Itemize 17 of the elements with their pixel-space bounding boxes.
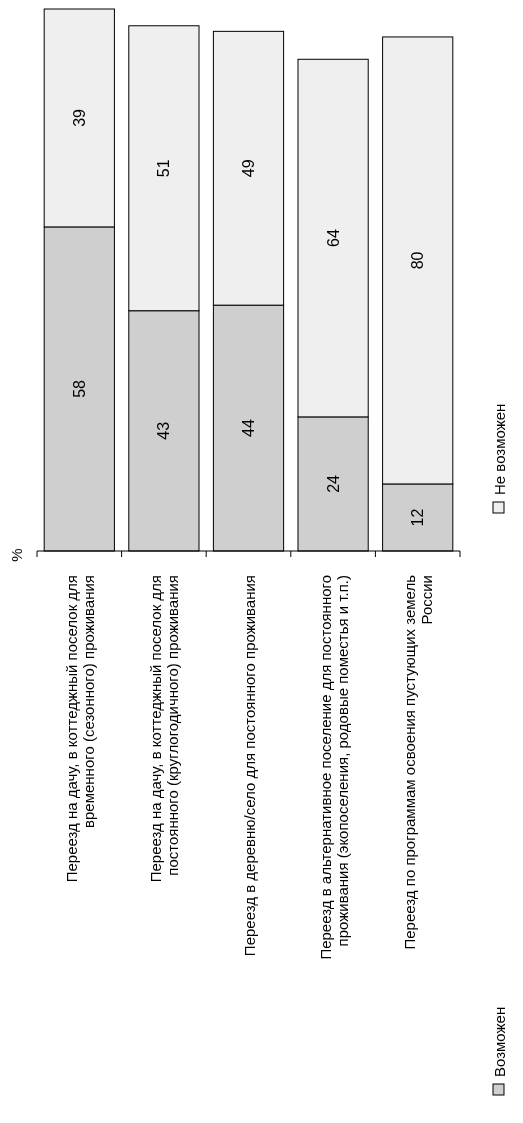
data-label: 51	[155, 159, 173, 178]
x-tick-label: Переезд по программам освоения пустующих земель России	[400, 574, 435, 950]
text: Возможен	[490, 1006, 508, 1077]
data-label: 43	[155, 421, 173, 440]
data-label: 44	[240, 419, 257, 437]
data-label: 80	[409, 251, 427, 270]
data-label: 64	[324, 229, 342, 247]
y-axis-title: %	[8, 548, 25, 562]
data-label: 39	[70, 108, 88, 127]
x-tick-label: Переезд на дачу, в коттеджный поселок для временного (сезонного) проживания	[62, 575, 97, 883]
data-label: 12	[409, 508, 427, 527]
data-label: 58	[70, 379, 88, 398]
x-tick-label: Переезд в альтернативное поселение для постоянного проживания (экопоселения, родовые поместья и т.п.)	[316, 575, 351, 960]
data-label: 49	[240, 159, 257, 178]
x-tick-label: Переезд в деревню/село для постоянного проживания	[240, 575, 257, 957]
data-label: 24	[324, 474, 342, 493]
text: Не возможен	[490, 403, 508, 495]
